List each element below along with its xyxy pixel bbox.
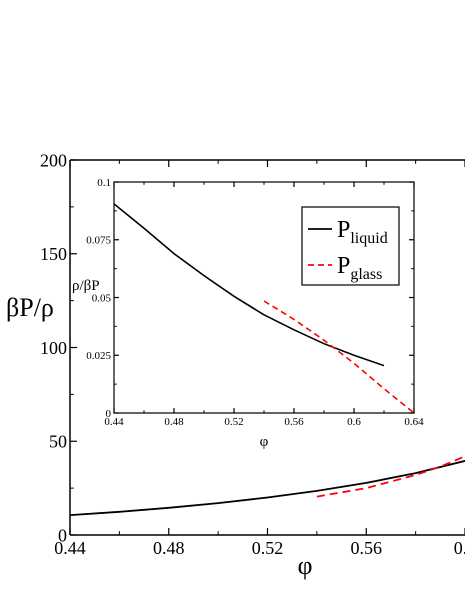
main-x-tick-label: 0.48 (153, 538, 185, 558)
inset-x-tick-label: 0.64 (404, 416, 424, 428)
main-y-tick-label: 150 (40, 244, 67, 264)
inset-y-tick-label: 0 (106, 408, 112, 420)
inset-plot: 0.44 0.48 0.52 0.56 0.6 0.64 0 0.025 0.05 0.075 0.… (72, 177, 424, 450)
legend-box (301, 206, 400, 286)
inset-series-glass-line (263, 300, 414, 413)
inset-x-tick-label: 0.56 (284, 416, 304, 428)
inset-x-tick-label: 0.52 (224, 416, 243, 428)
main-x-tick-label: 0.6 (454, 538, 465, 558)
inset-x-tick-label: 0.6 (347, 416, 361, 428)
inset-series-liquid-line (114, 203, 385, 367)
inset-x-axis-label: φ (260, 434, 269, 450)
main-x-axis-label: φ (297, 551, 312, 580)
main-y-tick-label: 50 (49, 432, 67, 452)
inset-y-tick-label: 0.1 (97, 177, 111, 189)
main-series-glass-line (316, 455, 465, 498)
main-y-axis-label: βP/ρ (6, 293, 54, 322)
main-series-liquid-line (70, 459, 465, 516)
main-y-tick-label: 0 (58, 525, 67, 545)
inset-y-tick-label: 0.075 (86, 235, 111, 247)
inset-y-tick-label: 0.05 (92, 292, 112, 304)
main-x-tick-label: 0.56 (351, 538, 383, 558)
main-x-tick-label: 0.52 (252, 538, 284, 558)
main-plot: 0.44 0.48 0.52 0.56 0.6 0 50 100 150 200 φ βP/ρ (6, 150, 465, 580)
inset-y-axis-label: ρ/βP (72, 278, 100, 294)
main-y-tick-label: 200 (40, 150, 67, 170)
main-x-tick-label: 0.44 (54, 538, 86, 558)
legend-glass-label: Pglass (337, 253, 382, 283)
legend-liquid-label: Pliquid (337, 217, 388, 247)
inset-y-tick-label: 0.025 (86, 350, 111, 362)
main-y-tick-label: 100 (40, 338, 67, 358)
inset-x-tick-label: 0.48 (164, 416, 184, 428)
inset-x-tick-label: 0.44 (104, 416, 124, 428)
